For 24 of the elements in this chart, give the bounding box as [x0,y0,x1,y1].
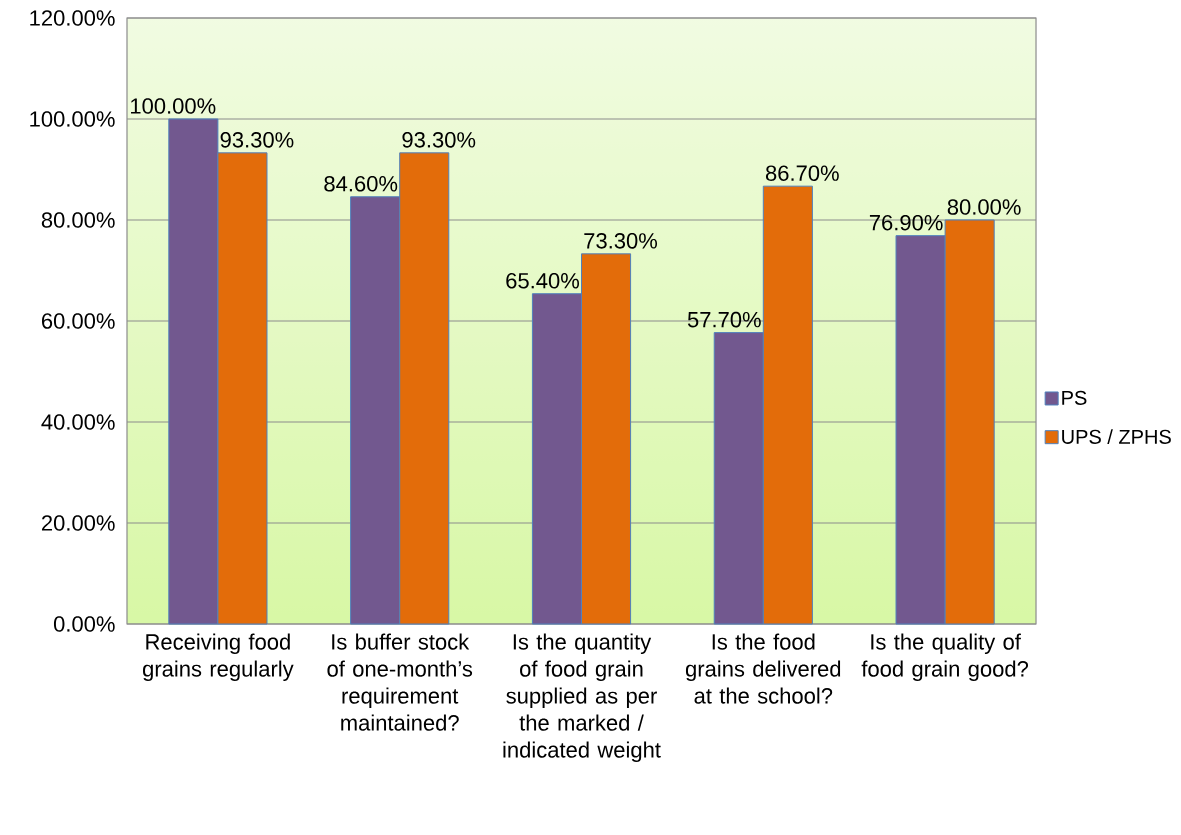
y-tick-label: 100.00% [30,111,115,127]
data-label: 76.90% [869,214,943,231]
y-tick-label: 120.00% [30,10,115,26]
data-label: 100.00% [131,98,216,114]
y-tick-label: 80.00% [41,212,115,228]
legend-label: UPS / ZPHS [1062,429,1171,444]
data-label: 57.70% [687,311,761,328]
data-label: 86.70% [765,165,839,181]
data-label: 84.60% [324,175,398,192]
y-tick-label: 60.00% [41,313,115,329]
y-tick-label: 20.00% [41,515,115,531]
x-tick-label: Is the quality of food grain good? [861,633,1029,682]
data-label: 80.00% [947,199,1021,215]
data-label: 65.40% [506,272,580,289]
x-tick-label: Is buffer stock of one-month’s requirement maintained? [327,633,473,731]
data-label: 73.30% [584,233,658,249]
data-label: 93.30% [402,132,476,148]
legend-label: PS [1062,390,1087,405]
x-tick-label: Is the quantity of food grain supplied as per the marked / indicated weight [503,633,661,763]
y-tick-label: 40.00% [41,414,115,430]
x-tick-label: Is the food grains delivered at the school? [685,633,841,704]
y-tick-label: 0.00% [53,616,115,632]
data-label: 93.30% [220,132,294,148]
x-tick-label: Receiving food grains regularly [143,633,294,682]
